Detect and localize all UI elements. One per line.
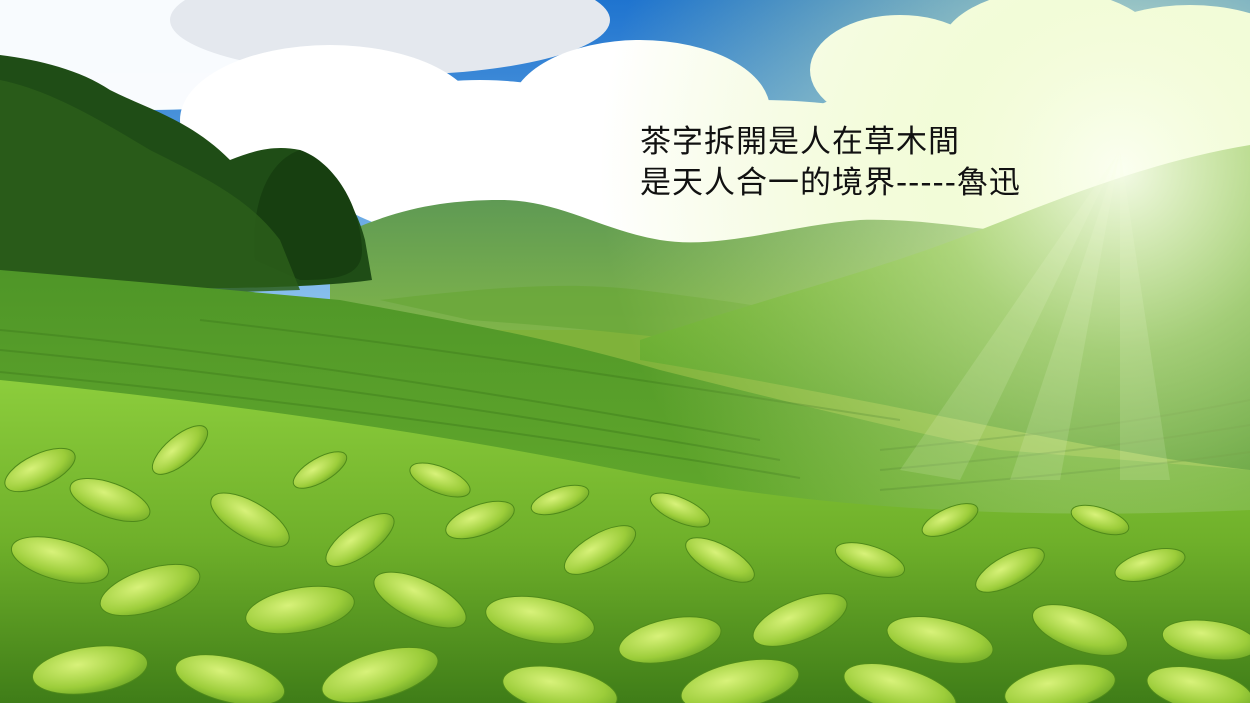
quote-line-1: 茶字拆開是人在草木間 <box>640 124 960 160</box>
quote-line-2: 是天人合一的境界-----魯迅 <box>640 165 1021 201</box>
quote-text: 茶字拆開是人在草木間 是天人合一的境界-----魯迅 <box>640 122 1220 204</box>
